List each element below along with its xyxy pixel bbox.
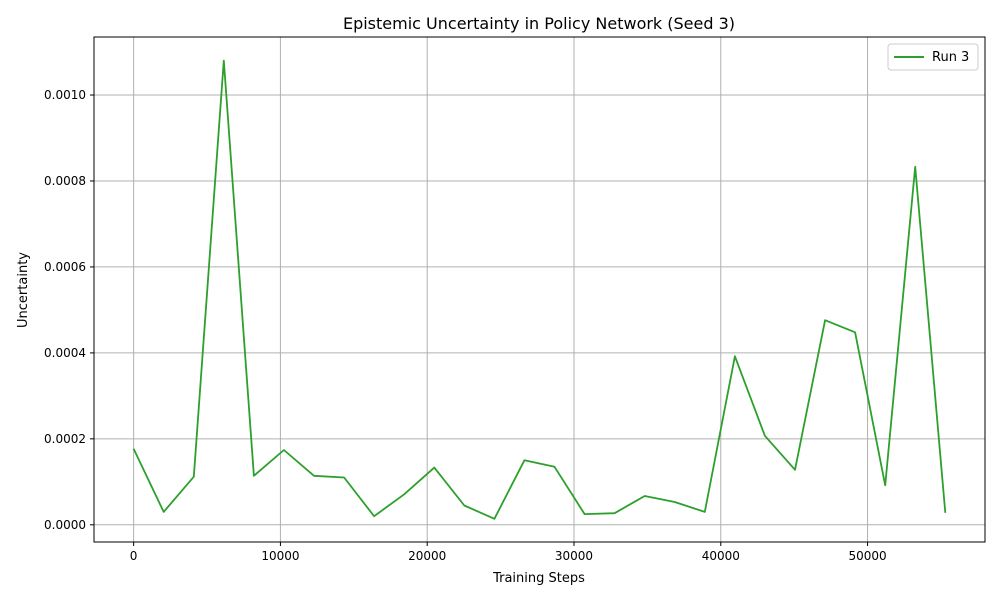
- legend-box: [887, 43, 979, 71]
- x-axis-label: Training Steps: [492, 571, 585, 586]
- x-axis: 0 10000 20000 30000 40000 50000: [130, 542, 887, 563]
- plot-frame: [93, 36, 986, 543]
- series-layer: [132, 59, 947, 520]
- x-tick-label: 50000: [848, 549, 886, 563]
- y-tick-label: 0.0002: [44, 432, 86, 446]
- y-tick-label: 0.0010: [44, 88, 86, 102]
- x-tick-label: 0: [130, 549, 138, 563]
- legend-label-run-3: Run 3: [932, 50, 969, 65]
- y-tick-label: 0.0004: [44, 346, 86, 360]
- series-line-run-3: [132, 59, 947, 520]
- grid: [94, 37, 985, 542]
- x-tick-label: 10000: [261, 549, 299, 563]
- y-tick-label: 0.0006: [44, 260, 86, 274]
- y-tick-label: 0.0000: [44, 518, 86, 532]
- y-tick-label: 0.0008: [44, 174, 86, 188]
- y-axis: 0.0000 0.0002 0.0004 0.0006 0.0008 0.0010: [44, 88, 94, 532]
- y-axis-label: Uncertainty: [16, 252, 31, 328]
- chart-title: Epistemic Uncertainty in Policy Network …: [343, 14, 735, 33]
- legend: Run 3: [887, 43, 979, 71]
- x-tick-label: 30000: [555, 549, 593, 563]
- x-tick-label: 20000: [408, 549, 446, 563]
- x-tick-label: 40000: [702, 549, 740, 563]
